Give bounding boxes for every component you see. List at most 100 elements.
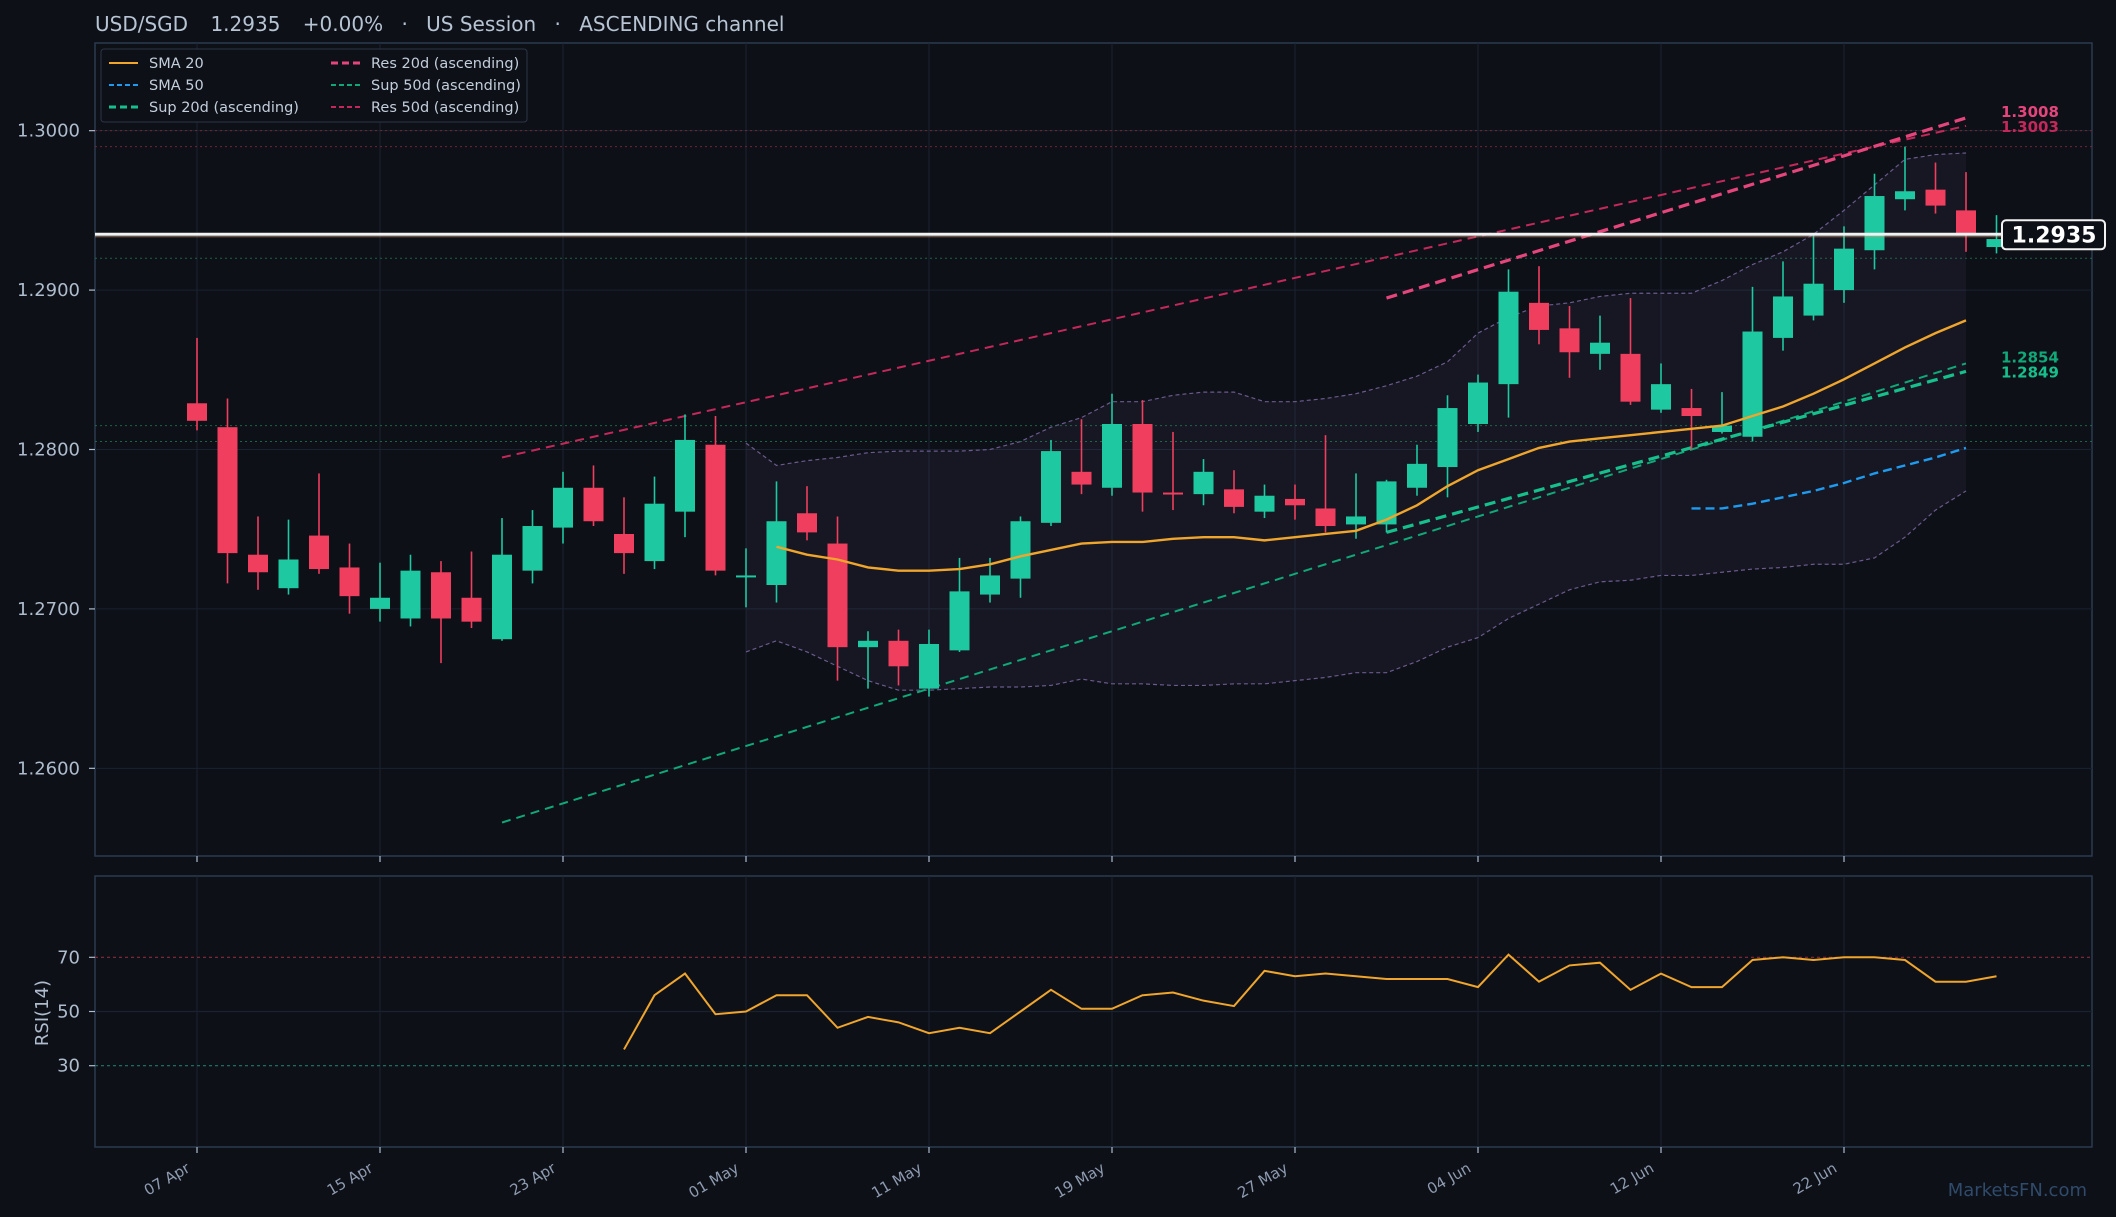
candle-down: [187, 403, 207, 421]
header-separator: ·: [555, 12, 561, 36]
candle-up: [1346, 516, 1366, 525]
candle-down: [614, 533, 634, 554]
symbol-label: USD/SGD: [95, 12, 188, 36]
sma-20-line: [776, 319, 1967, 572]
candle-up: [1712, 425, 1732, 432]
candle-up: [858, 640, 878, 648]
candle-up: [1376, 481, 1397, 525]
trendlines: [501, 116, 1967, 824]
candle-up: [1834, 248, 1854, 291]
legend-label: Res 50d (ascending): [371, 100, 519, 116]
rsi-gridlines: [95, 876, 2092, 1147]
candle-up: [1651, 384, 1671, 410]
moving-averages: [776, 319, 1967, 572]
rsi-series: [623, 953, 1997, 1050]
candle-up: [1102, 423, 1122, 488]
rsi-line: [623, 953, 1997, 1050]
y-tick-label: 50: [57, 1002, 80, 1023]
y-tick-label: 1.2800: [17, 440, 80, 461]
price-gridlines: [95, 43, 2092, 856]
candle-up: [1437, 408, 1458, 468]
candle-up: [370, 597, 390, 609]
candle-up: [919, 643, 939, 689]
price-panel: 1.2600 1.2700 1.2800 1.2900 1.3000 1.2935 1.…: [17, 42, 2106, 857]
change-label: +0.00%: [303, 12, 383, 36]
candle-up: [1742, 331, 1763, 437]
last-price-label: 1.2935: [2012, 223, 2097, 248]
candle-up: [400, 570, 421, 619]
candle-down: [1315, 508, 1336, 527]
candle-down: [583, 487, 604, 522]
candle-down: [1925, 189, 1946, 206]
candle-up: [522, 526, 543, 571]
y-tick-label: 1.2700: [17, 599, 80, 620]
legend-label: SMA 50: [149, 78, 204, 94]
price-y-axis: 1.2600 1.2700 1.2800 1.2900 1.3000: [17, 121, 95, 779]
candle-up: [1041, 451, 1061, 523]
candle-up: [1193, 471, 1214, 495]
candle-up: [1254, 495, 1275, 512]
y-tick-label: 30: [57, 1056, 80, 1077]
rsi-y-axis: 30 50 70: [57, 947, 95, 1077]
last-price-marker: 1.2935: [95, 219, 2106, 251]
candle-up: [278, 559, 299, 589]
candle-up: [1498, 291, 1519, 385]
candle-up: [1864, 196, 1885, 251]
candle-down: [1224, 489, 1244, 507]
candle-down: [217, 427, 238, 554]
rsi-axis-label: RSI(14): [32, 980, 53, 1046]
res-50d-line: [501, 124, 1967, 459]
candle-up: [1468, 382, 1488, 424]
legend-label: SMA 20: [149, 56, 204, 72]
candles: [187, 146, 2007, 697]
level-label: 1.3008: [2001, 103, 2059, 121]
candle-up: [1407, 463, 1427, 488]
sup-20d-line: [1386, 369, 1967, 534]
bollinger-band: [745, 152, 1967, 691]
candle-up: [766, 521, 787, 585]
candle-down: [431, 572, 451, 619]
bollinger-upper: [745, 152, 1967, 467]
level-label: 1.3003: [2001, 118, 2059, 136]
candle-down: [1681, 408, 1702, 417]
candle-down: [461, 597, 482, 622]
candle-up: [980, 575, 1000, 595]
y-tick-label: 1.2900: [17, 280, 80, 301]
candle-up: [736, 575, 756, 578]
candle-up: [492, 554, 512, 640]
candle-down: [1956, 210, 1976, 235]
candle-down: [1620, 353, 1641, 402]
bollinger-lower: [745, 490, 1967, 691]
candle-up: [1010, 521, 1031, 579]
candle-up: [644, 503, 665, 562]
candle-down: [1132, 423, 1153, 493]
candle-up: [949, 591, 970, 651]
y-tick-label: 1.2600: [17, 758, 80, 779]
candle-up: [1986, 239, 2007, 248]
candle-down: [309, 535, 329, 570]
sma-50-line: [1691, 446, 1967, 510]
candle-down: [1071, 471, 1092, 485]
level-label: 1.2849: [2001, 363, 2059, 381]
candle-down: [1163, 492, 1183, 495]
candle-up: [1590, 342, 1610, 354]
candle-down: [827, 543, 848, 648]
legend-label: Sup 50d (ascending): [371, 78, 521, 94]
y-tick-label: 1.3000: [17, 121, 80, 142]
candle-down: [705, 444, 726, 571]
candle-down: [1559, 328, 1580, 353]
header-separator: ·: [401, 12, 407, 36]
level-label: 1.2854: [2001, 348, 2059, 366]
legend-label: Sup 20d (ascending): [149, 100, 299, 116]
candle-up: [1895, 191, 1915, 200]
price-label: 1.2935: [210, 12, 280, 36]
candle-up: [1803, 283, 1824, 316]
candle-down: [1529, 302, 1549, 330]
candle-up: [675, 439, 695, 512]
candle-up: [1773, 296, 1793, 338]
legend: SMA 20 SMA 50 Sup 20d (ascending) Res 20d (…: [100, 48, 528, 123]
legend-label: Res 20d (ascending): [371, 56, 519, 72]
channel-label: ASCENDING channel: [579, 12, 784, 36]
